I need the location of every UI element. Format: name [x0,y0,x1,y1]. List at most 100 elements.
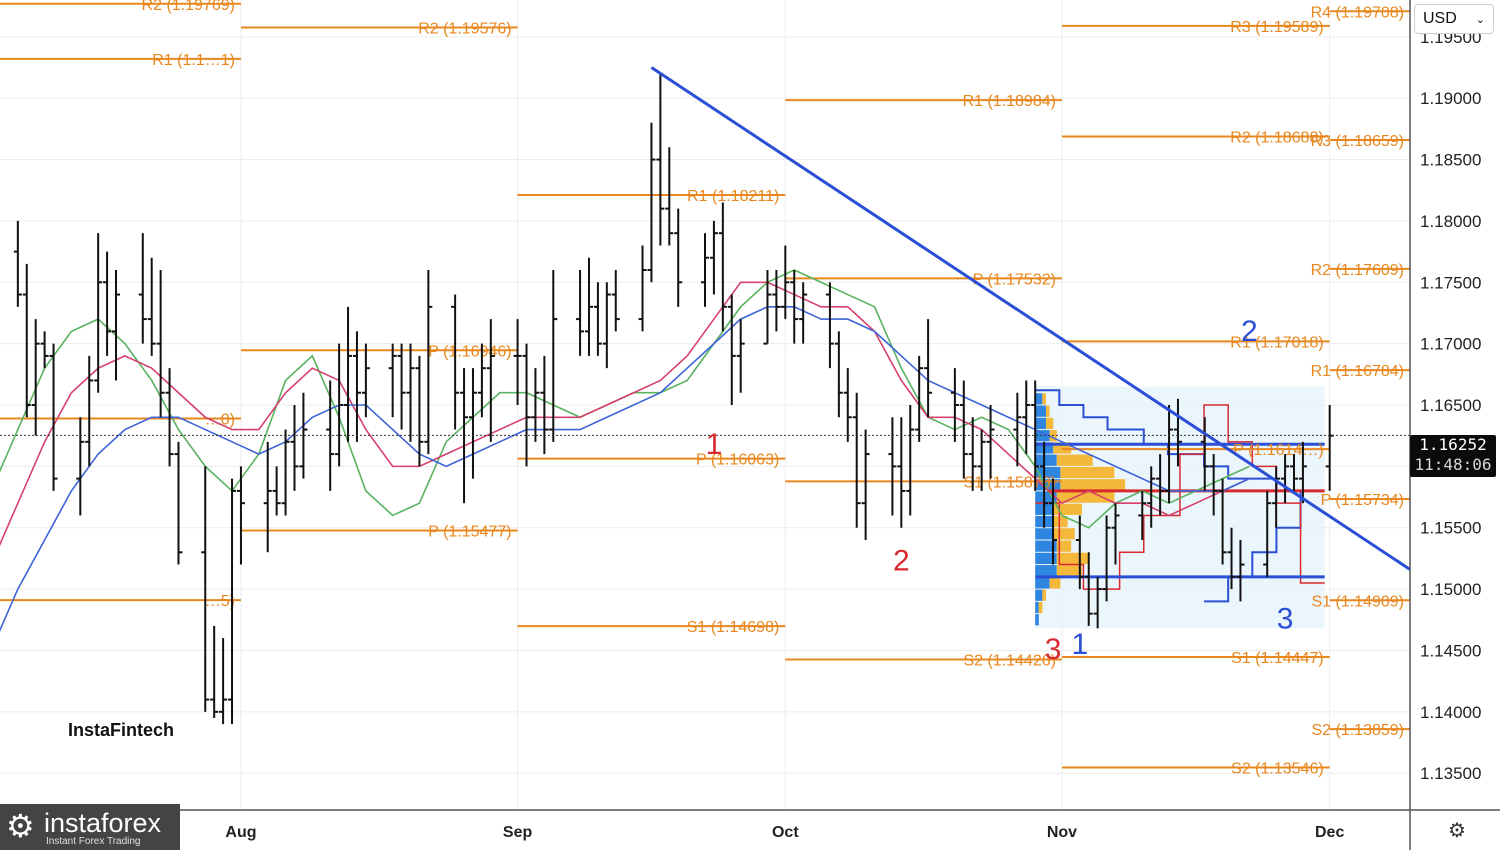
ohlc-bar [1218,478,1227,565]
ohlc-bar [1325,405,1334,491]
pivot-label: P (1.16063) [696,452,779,469]
ohlc-bar [540,355,549,455]
ohlc-bar [352,331,361,442]
ohlc-bar [361,343,370,418]
ohlc-bar [1075,515,1084,590]
price-bars [13,73,1334,725]
ohlc-bar [1200,417,1209,491]
ohlc-bar [299,392,308,479]
pivot-label: R1 (1.1…1) [152,52,235,69]
ohlc-bar [647,122,656,283]
price-tick-label: 1.15000 [1420,580,1481,599]
ohlc-bar [210,625,219,718]
ohlc-bar [1040,441,1049,528]
ohlc-bar [924,319,933,418]
ohlc-bar [513,319,522,405]
pivot-label: R2 (1.18688) [1230,129,1323,146]
ohlc-bar [263,441,272,553]
pivot-label: R3 (1.19589) [1230,19,1323,36]
pivot-label: P (1.15477) [428,524,511,541]
ohlc-bar [1272,466,1281,528]
wave-label: 2 [1241,315,1258,348]
ohlc-bar [977,429,986,491]
ohlc-bar [852,392,861,528]
bar-countdown: 11:48:06 [1414,455,1492,474]
ohlc-bar [1049,478,1058,565]
ohlc-bar [40,331,49,369]
ohlc-bar [906,405,915,516]
ohlc-bar [290,405,299,491]
volume-bar-sell [1042,393,1046,405]
ohlc-bar [451,294,460,430]
volume-bar-buy [1035,417,1046,430]
month-tick-label: Aug [225,824,256,841]
ohlc-bar [549,270,558,442]
ohlc-bar [522,343,531,467]
volume-bar-sell [1042,589,1046,601]
instafintech-logo: InstaFintech [58,716,185,745]
currency-label: USD [1423,10,1457,27]
ohlc-bar [406,343,415,442]
volume-bar-buy [1035,565,1057,577]
ohlc-bar [49,343,58,491]
ohlc-bar [781,245,790,320]
volume-bar-sell [1038,601,1043,614]
price-tick-label: 1.17500 [1420,273,1481,292]
time-axis-bg [0,810,1500,850]
volume-bar-sell [1056,454,1093,466]
ohlc-bar [1102,515,1111,602]
pivot-label: …0) [205,412,235,429]
ohlc-bar [1031,380,1040,491]
ohlc-bar [709,220,718,295]
ohlc-bar [147,257,156,356]
ohlc-bar [1138,490,1147,540]
volume-bar-buy [1035,589,1043,601]
ohlc-bar [584,257,593,356]
volume-bar-sell [1056,540,1072,552]
ohlc-bar [1156,454,1165,516]
wave-label: 3 [1277,602,1294,635]
ohlc-bar [1281,454,1290,504]
currency-select[interactable]: USD ⌄ [1414,4,1494,34]
brand-subtitle: Instant Forex Trading [46,836,141,847]
ohlc-bar [112,270,121,381]
ohlc-bar [174,441,183,565]
ohlc-bar [272,466,281,516]
volume-bar-sell [1053,442,1072,454]
ohlc-bar [638,245,647,332]
volume-bar-buy [1035,614,1039,626]
ohlc-bar [388,343,397,418]
volume-bar-sell [1056,565,1082,577]
pivot-label: P (1.1614…) [1233,442,1323,459]
month-tick-label: Dec [1315,824,1344,841]
ohlc-bar [424,270,433,455]
ohlc-bar [950,368,959,442]
ohlc-bar [344,306,353,442]
ohlc-bar [165,368,174,467]
volume-bar-sell [1045,405,1050,417]
ohlc-bar [228,478,237,725]
volume-bar-buy [1035,430,1050,442]
ohlc-bar [85,355,94,467]
ohlc-bar [326,380,335,491]
volume-bar-sell [1053,515,1068,528]
price-tick-label: 1.15500 [1420,519,1481,538]
ohlc-bar [1173,398,1182,467]
ohlc-bar [1263,490,1272,577]
pivot-label: R1 (1.16784) [1311,363,1404,380]
ohlc-bar [468,368,477,479]
ohlc-bar [156,270,165,418]
ohlc-bar [1165,405,1174,504]
pivot-label: S1 (1.14698) [687,619,780,636]
ohlc-bar [138,233,147,344]
ohlc-bar [986,405,995,479]
pivot-label: S1 (1.15878) [963,474,1056,491]
ohlc-bar [31,319,40,436]
settings-icon[interactable]: ⚙ [1448,820,1466,842]
ohlc-bar [1227,527,1236,590]
pivot-label: R3 (1.18659) [1311,133,1404,150]
ohlc-bar [1209,454,1218,516]
ohlc-bar [593,282,602,356]
